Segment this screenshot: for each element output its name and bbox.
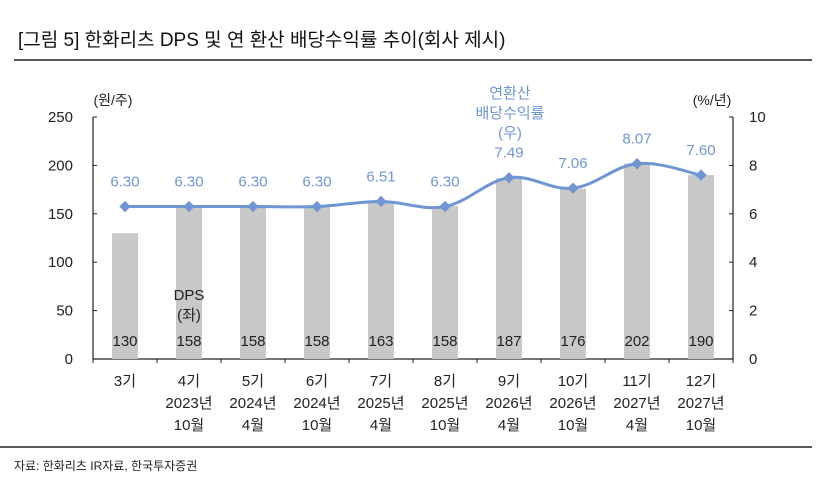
yield-value-label: 8.07 [622,131,651,148]
x-tick-label: 10월 [302,417,333,434]
x-tick-label: 2027년 [613,395,660,412]
dps-bar [560,188,586,359]
dps-value-label: 202 [624,333,649,350]
x-tick-label: 4월 [242,417,264,434]
x-tick-label: 8기 [434,373,456,390]
dps-bar [624,163,650,359]
yield-series-label: 배당수익률 [475,105,544,122]
x-tick-label: 9기 [498,373,520,390]
x-tick-label: 7기 [370,373,392,390]
left-axis-unit: (원/주) [94,92,133,108]
yield-marker [247,200,259,213]
x-tick-label: 10기 [558,373,589,390]
dps-bar [304,206,330,359]
x-tick-label: 3기 [114,373,136,390]
yield-marker [375,195,387,208]
dps-bar [112,233,138,359]
x-tick-label: 10월 [558,417,589,434]
left-tick-label: 0 [65,351,73,368]
dps-value-label: 190 [688,333,713,350]
dps-value-label: 158 [432,333,457,350]
chart-title: [그림 5] 한화리츠 DPS 및 연 환산 배당수익률 추이(회사 제시) [18,29,505,51]
x-tick-label: 2025년 [421,395,468,412]
x-tick-label: 2023년 [165,395,212,412]
dps-value-label: 176 [560,333,585,350]
yield-value-label: 6.30 [430,174,459,191]
x-tick-label: 2026년 [485,395,532,412]
x-tick-label: 4월 [370,417,392,434]
yield-marker [695,169,707,181]
yield-value-label: 7.06 [558,155,587,172]
right-tick-label: 0 [749,351,757,368]
right-tick-label: 10 [749,109,766,126]
yield-marker [631,158,643,170]
dps-bar [368,201,394,359]
yield-series-label: (우) [498,125,522,142]
yield-value-label: 7.60 [686,142,715,159]
x-tick-label: 10월 [686,417,717,434]
dps-value-label: 130 [112,333,137,350]
yield-value-label: 6.51 [366,168,395,185]
x-tick-label: 2024년 [229,395,276,412]
dps-bar [176,206,202,359]
x-tick-label: 4기 [178,373,200,390]
left-tick-label: 50 [56,303,73,320]
x-tick-label: 4월 [626,417,648,434]
yield-value-label: 6.30 [110,174,139,191]
dps-value-label: 158 [304,333,329,350]
x-tick-label: 2026년 [549,395,596,412]
x-tick-label: 6기 [306,373,328,390]
x-tick-label: 2027년 [677,395,724,412]
yield-marker [311,200,323,213]
right-tick-label: 2 [749,303,757,320]
x-tick-label: 2024년 [293,395,340,412]
yield-marker [503,172,515,184]
yield-value-label: 7.49 [494,145,523,162]
right-tick-label: 8 [749,157,757,174]
x-tick-label: 2025년 [357,395,404,412]
dps-bar [432,206,458,359]
yield-series-label: 연환산 [489,85,531,102]
dps-series-label: DPS [174,287,205,304]
dps-value-label: 187 [496,333,521,350]
x-tick-label: 10월 [430,417,461,434]
left-tick-label: 100 [48,254,73,271]
x-tick-label: 12기 [686,373,717,390]
yield-value-label: 6.30 [174,174,203,191]
yield-marker [439,200,451,213]
x-tick-label: 5기 [242,373,264,390]
x-tick-label: 4월 [498,417,520,434]
left-tick-label: 200 [48,157,73,174]
source-note: 자료: 한화리츠 IR자료, 한국투자증권 [14,459,197,473]
right-tick-label: 4 [749,254,757,271]
left-tick-label: 150 [48,206,73,223]
yield-value-label: 6.30 [238,174,267,191]
dps-value-label: 158 [176,333,201,350]
yield-value-label: 6.30 [302,174,331,191]
yield-marker [119,200,131,213]
dps-value-label: 163 [368,333,393,350]
right-axis-unit: (%/년) [693,92,732,108]
dps-value-label: 158 [240,333,265,350]
dps-series-label: (좌) [177,307,201,324]
yield-marker [183,200,195,213]
yield-line [124,161,702,210]
dps-bar [240,206,266,359]
yield-marker [567,182,579,194]
dps-bar [496,177,522,359]
left-tick-label: 250 [48,109,73,126]
right-tick-label: 6 [749,206,757,223]
x-tick-label: 11기 [622,373,651,390]
x-tick-label: 10월 [174,417,205,434]
dps-bar [688,175,714,359]
